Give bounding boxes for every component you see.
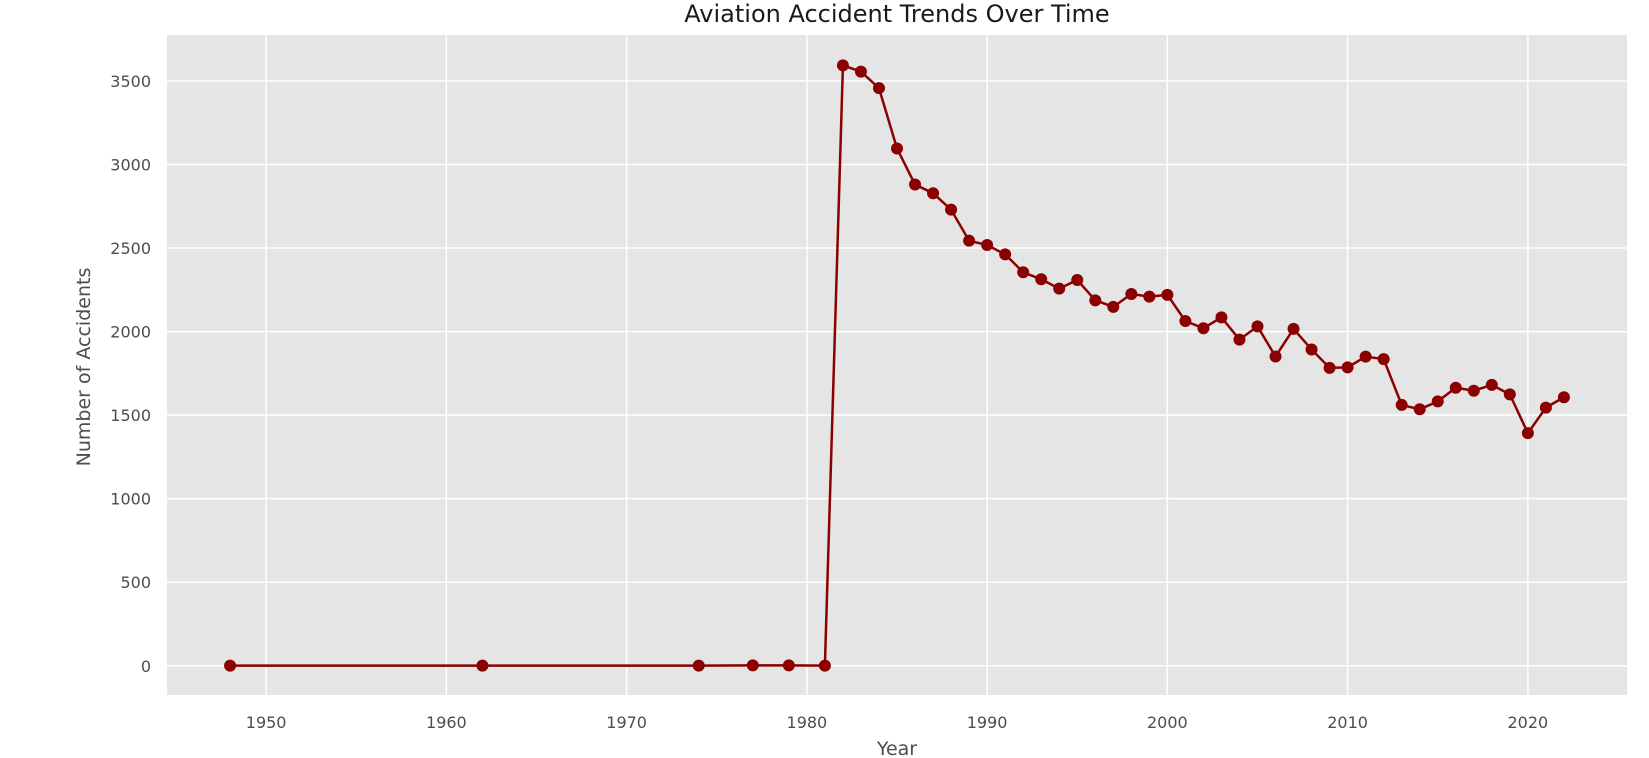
y-axis-label: Number of Accidents — [73, 268, 95, 467]
data-point — [1161, 288, 1174, 301]
data-point — [1413, 403, 1426, 416]
data-point — [1233, 333, 1246, 346]
data-point — [963, 234, 976, 247]
data-point — [1467, 384, 1480, 397]
x-tick-label: 1990 — [967, 713, 1008, 732]
y-tick-label: 1000 — [110, 490, 151, 509]
data-point — [1305, 343, 1318, 356]
data-point — [1557, 391, 1570, 404]
data-point — [1521, 427, 1534, 440]
data-point — [1071, 273, 1084, 286]
data-point — [1143, 290, 1156, 303]
data-point — [1107, 300, 1120, 313]
data-point — [1053, 282, 1066, 295]
data-point — [891, 142, 903, 155]
data-point — [981, 239, 994, 252]
x-tick-label: 1980 — [787, 713, 828, 732]
series-markers — [224, 59, 1570, 672]
data-point — [945, 203, 958, 216]
data-point — [224, 659, 237, 672]
data-point — [1503, 388, 1516, 401]
data-point — [1251, 320, 1264, 333]
data-point — [1179, 315, 1192, 328]
data-point — [1017, 266, 1030, 279]
grid-lines — [167, 35, 1627, 695]
y-tick-label: 0 — [141, 657, 151, 676]
data-point — [1197, 322, 1210, 335]
y-tick-label: 3000 — [110, 155, 151, 174]
data-point — [836, 59, 849, 72]
data-point — [692, 659, 705, 672]
x-tick-label: 1950 — [246, 713, 287, 732]
data-point — [1449, 381, 1462, 394]
data-point — [476, 659, 489, 672]
data-point — [1341, 361, 1354, 374]
data-point — [909, 178, 922, 191]
y-tick-label: 1500 — [110, 406, 151, 425]
y-tick-label: 500 — [120, 573, 151, 592]
x-tick-label: 1960 — [426, 713, 467, 732]
plot-area — [167, 35, 1627, 695]
data-point — [746, 659, 759, 672]
x-tick-label: 1970 — [606, 713, 647, 732]
y-tick-label: 2000 — [110, 323, 151, 342]
data-point — [1395, 398, 1408, 411]
x-tick-label: 2000 — [1147, 713, 1188, 732]
x-tick-label: 2010 — [1327, 713, 1368, 732]
chart-title: Aviation Accident Trends Over Time — [684, 0, 1109, 28]
data-point — [999, 248, 1012, 261]
data-point — [1125, 287, 1138, 300]
y-tick-label: 2500 — [110, 239, 151, 258]
data-point — [872, 82, 885, 95]
data-point — [1287, 322, 1300, 335]
data-point — [818, 659, 831, 672]
data-point — [1215, 311, 1228, 324]
y-tick-label: 3500 — [110, 72, 151, 91]
x-axis-label: Year — [876, 738, 917, 758]
data-point — [1431, 395, 1444, 408]
data-point — [1377, 353, 1390, 366]
data-point — [1269, 350, 1282, 363]
data-point — [1035, 273, 1048, 286]
data-point — [1485, 378, 1498, 391]
x-tick-label: 2020 — [1508, 713, 1549, 732]
data-point — [1323, 361, 1336, 374]
data-point — [1539, 401, 1552, 414]
data-point — [854, 65, 867, 78]
data-point — [1359, 350, 1372, 363]
tick-labels: 1950 1960 1970 1980 1990 2000 2010 2020 0 500 1000… — [110, 72, 1548, 732]
data-point — [927, 187, 940, 200]
data-point — [782, 659, 795, 672]
data-point — [1089, 294, 1102, 307]
